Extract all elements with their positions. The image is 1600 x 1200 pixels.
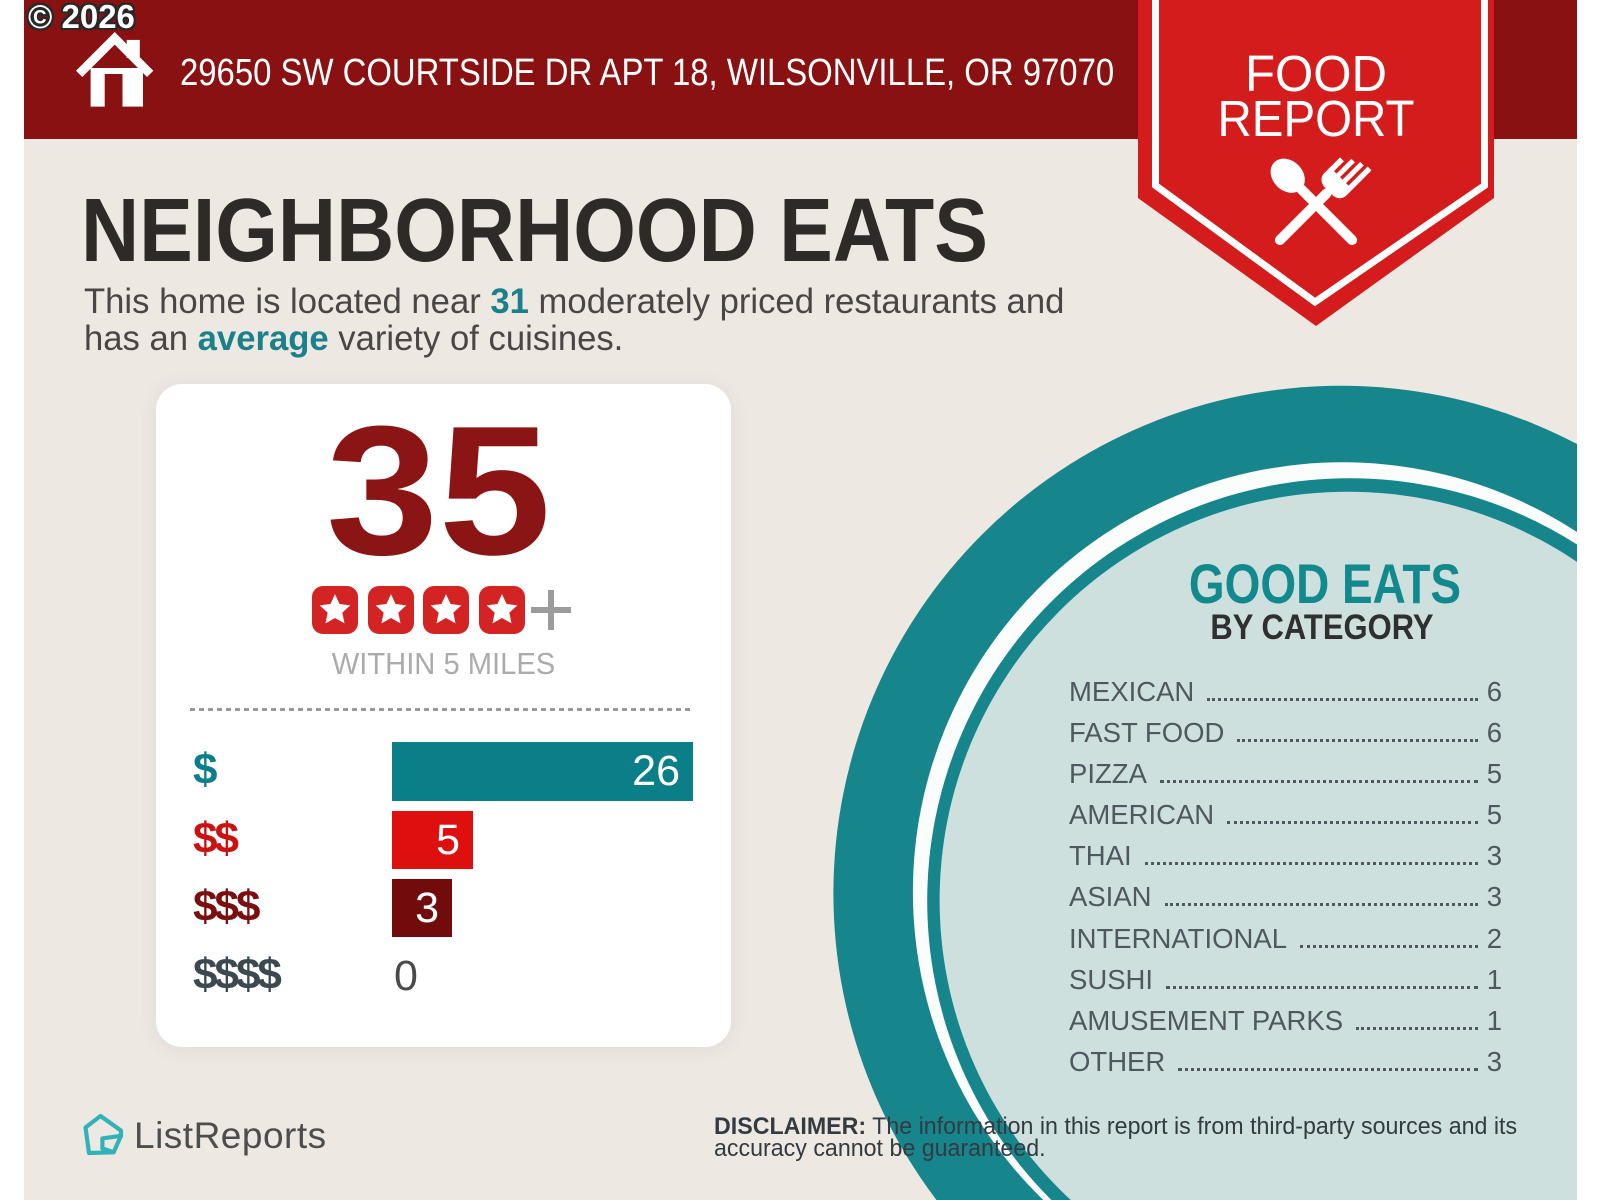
svg-text:REPORT: REPORT (1218, 90, 1415, 147)
svg-text:FOOD: FOOD (1245, 45, 1387, 102)
